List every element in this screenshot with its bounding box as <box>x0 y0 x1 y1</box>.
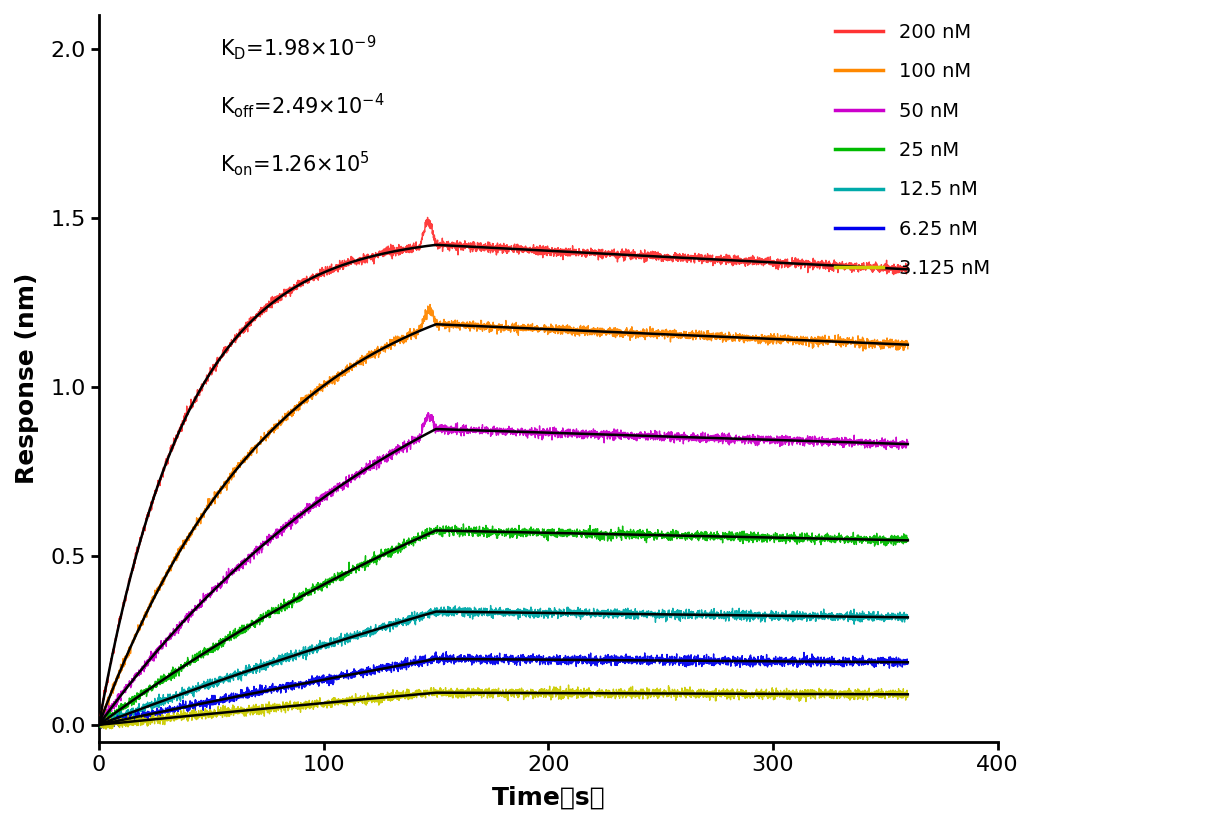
Text: $\mathregular{K}_{\mathregular{on}}$=1.26×10$^{5}$: $\mathregular{K}_{\mathregular{on}}$=1.2… <box>220 149 371 178</box>
Text: $\mathregular{K}_{\mathregular{off}}$=2.49×10$^{-4}$: $\mathregular{K}_{\mathregular{off}}$=2.… <box>220 92 385 120</box>
Y-axis label: Response (nm): Response (nm) <box>15 272 39 484</box>
X-axis label: Time（s）: Time（s） <box>491 786 606 810</box>
Text: $\mathregular{K}_{\mathregular{D}}$=1.98×10$^{-9}$: $\mathregular{K}_{\mathregular{D}}$=1.98… <box>220 33 377 62</box>
Legend: 200 nM, 100 nM, 50 nM, 25 nM, 12.5 nM, 6.25 nM, 3.125 nM: 200 nM, 100 nM, 50 nM, 25 nM, 12.5 nM, 6… <box>827 15 998 286</box>
